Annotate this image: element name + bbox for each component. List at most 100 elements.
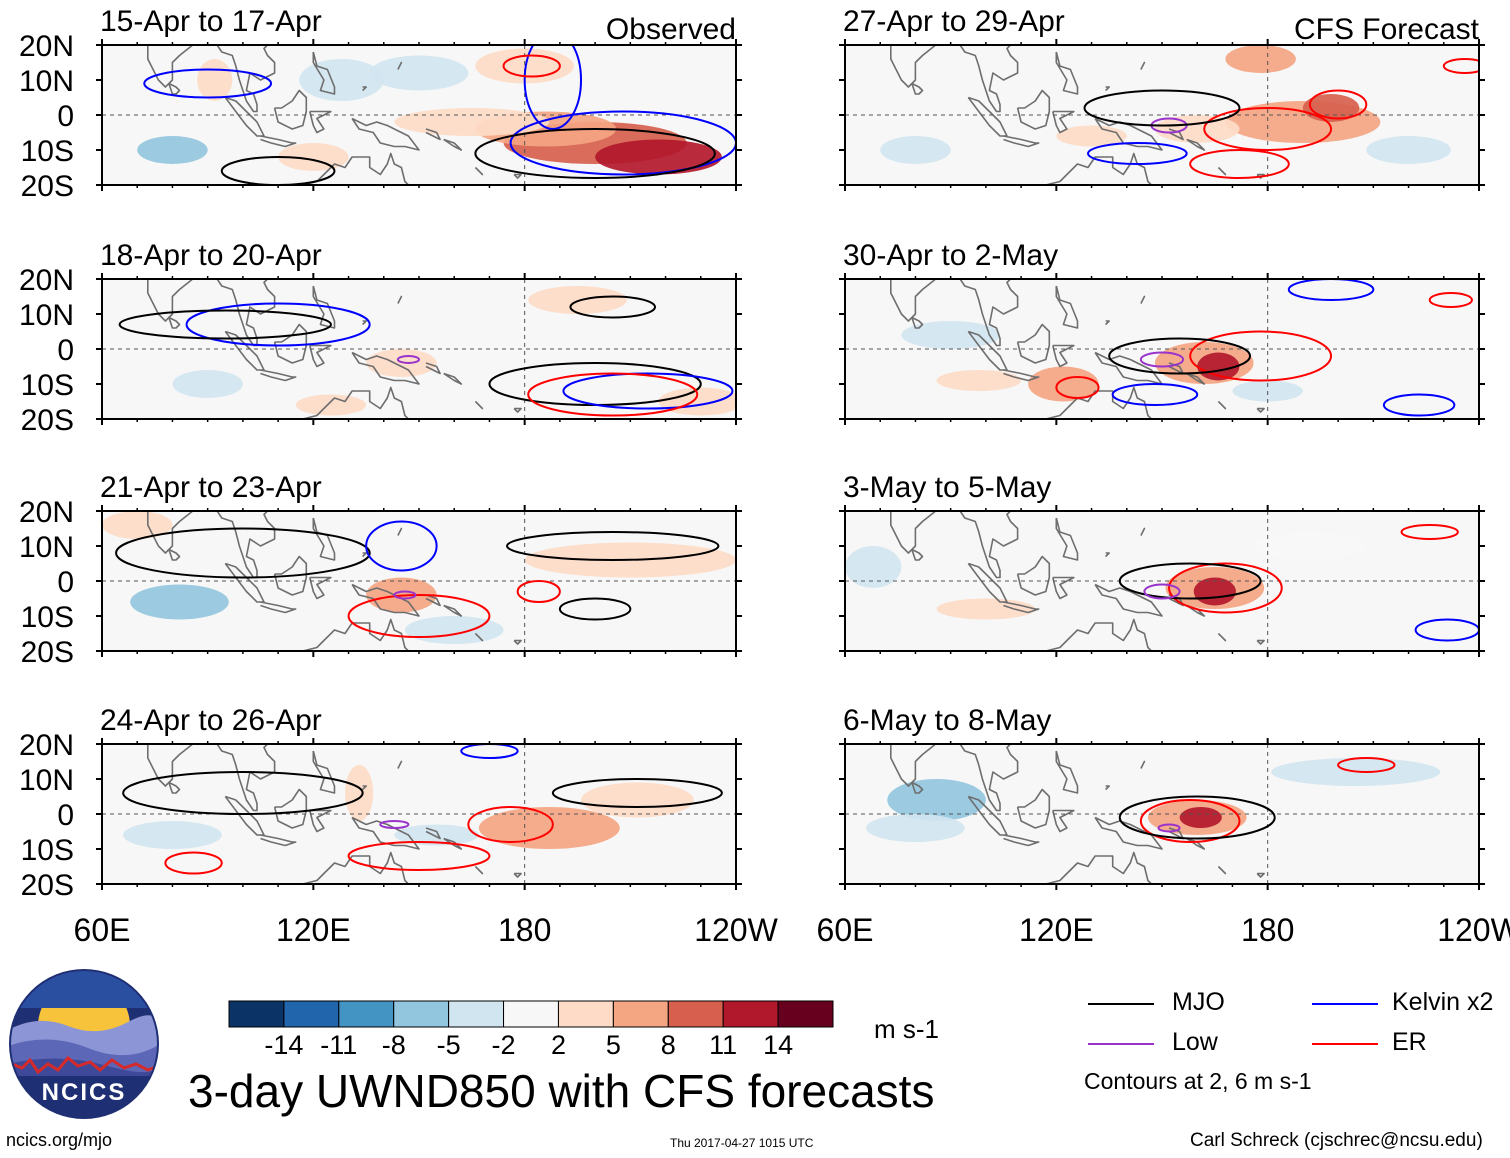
contour-low	[379, 820, 410, 829]
wind-anomaly-cell	[197, 59, 233, 101]
coastline	[168, 316, 181, 329]
coastline	[312, 51, 336, 95]
site-link[interactable]: ncics.org/mjo	[6, 1130, 113, 1150]
coastline	[351, 816, 420, 850]
y-tick-label: 0	[57, 566, 74, 599]
contour-mjo	[122, 771, 364, 815]
y-tick-label: 10N	[19, 531, 74, 564]
panel-p2: 27-Apr to 29-Apr CFS Forecast	[839, 5, 1485, 191]
wind-anomaly-cell	[866, 814, 965, 842]
contour-kelvin	[1382, 393, 1456, 417]
contour-er	[1442, 58, 1479, 74]
coastline	[1044, 618, 1153, 651]
coastline	[1140, 760, 1146, 769]
wind-anomaly-cell	[345, 765, 374, 821]
coastline	[1016, 788, 1051, 829]
panel-source-tag: CFS Forecast	[1294, 13, 1480, 46]
coastline	[474, 865, 484, 875]
legend-label-low: Low	[1172, 1028, 1218, 1056]
wind-anomaly-cell	[1366, 136, 1451, 164]
panel-date-label: 24-Apr to 26-Apr	[100, 704, 322, 737]
coastline	[1003, 369, 1040, 382]
y-tick-label: 0	[57, 799, 74, 832]
x-tick-label: 120W	[694, 912, 778, 948]
legend-label-kelvin: Kelvin x2	[1392, 988, 1494, 1016]
coastline	[397, 61, 403, 70]
wind-anomaly-cell	[1225, 45, 1296, 73]
wind-anomaly-cell	[581, 782, 694, 818]
colorbar-tick-label: 11	[709, 1030, 737, 1060]
y-tick-label: 10S	[21, 135, 74, 168]
coastline	[1055, 51, 1079, 95]
colorbar-swatch	[667, 1000, 724, 1028]
contour-er	[1428, 292, 1473, 308]
contour-mjo	[115, 527, 371, 579]
wind-anomaly-cell	[394, 108, 550, 136]
contour-mjo	[506, 531, 720, 561]
coastline	[397, 527, 403, 536]
contour-note: Contours at 2, 6 m s-1	[1084, 1068, 1312, 1094]
colorbar-swatch	[722, 1000, 779, 1028]
legend-line-kelvin	[1312, 1003, 1378, 1005]
colorbar-tick-label: -8	[382, 1030, 406, 1060]
y-tick-label: 20S	[21, 869, 74, 902]
logo-text: NCICS	[42, 1079, 127, 1106]
contour-mjo	[1083, 89, 1241, 127]
coastline	[351, 351, 420, 385]
legend-line-low	[1088, 1043, 1154, 1045]
colorbar-swatch	[448, 1000, 505, 1028]
contour-er	[467, 806, 554, 843]
coastline	[1168, 128, 1184, 141]
wind-anomaly-cell	[123, 821, 222, 849]
coastline	[1044, 386, 1153, 419]
coastline	[362, 86, 367, 92]
coastline	[513, 407, 522, 413]
contour-er	[347, 841, 491, 871]
wind-anomaly-cell	[936, 370, 1022, 391]
colorbar-tick-label: -11	[320, 1030, 357, 1060]
figure-title: 3-day UWND850 with CFS forecasts	[188, 1065, 935, 1117]
y-tick-label: 20N	[19, 30, 74, 63]
coastline	[1105, 320, 1110, 326]
coastline	[362, 785, 367, 791]
y-tick-label: 0	[57, 100, 74, 133]
contour-er	[1168, 562, 1283, 614]
coastline	[1003, 601, 1040, 614]
coastline	[312, 750, 336, 794]
wind-anomaly-cell	[887, 779, 986, 821]
y-tick-label: 20N	[19, 729, 74, 762]
contour-kelvin	[1111, 383, 1199, 406]
y-tick-label: 20S	[21, 404, 74, 437]
coastline	[301, 618, 410, 651]
contour-mjo	[569, 295, 656, 319]
coastline	[425, 594, 441, 607]
coastline	[1055, 285, 1079, 329]
x-tick-label: 60E	[74, 912, 131, 948]
coastline	[1105, 86, 1110, 92]
contour-mjo	[1118, 562, 1262, 600]
legend-label-er: ER	[1392, 1028, 1427, 1056]
coastline	[362, 320, 367, 326]
colorbar-tick-label: 2	[551, 1030, 566, 1060]
coastline	[1055, 517, 1079, 561]
wind-anomaly-cell	[299, 59, 384, 101]
coastline	[425, 827, 441, 840]
wind-anomaly-cell	[595, 139, 722, 175]
coastline	[147, 45, 276, 113]
coastline	[309, 110, 332, 134]
coastline	[443, 604, 463, 617]
colorbar-swatch	[283, 1000, 340, 1028]
coastline	[1003, 834, 1040, 847]
coastline	[1052, 809, 1075, 833]
contour-kelvin	[460, 744, 519, 759]
y-tick-label: 10S	[21, 601, 74, 634]
wind-anomaly-cell	[1253, 532, 1367, 560]
x-tick-label: 120E	[1019, 912, 1094, 948]
contour-er	[1055, 376, 1100, 399]
coastline	[1003, 135, 1040, 148]
contour-mjo	[558, 597, 632, 621]
wind-anomaly-cell	[1193, 577, 1236, 606]
colorbar-tick-label: 5	[606, 1030, 621, 1060]
coastline	[890, 744, 1019, 812]
coastline	[351, 583, 420, 617]
